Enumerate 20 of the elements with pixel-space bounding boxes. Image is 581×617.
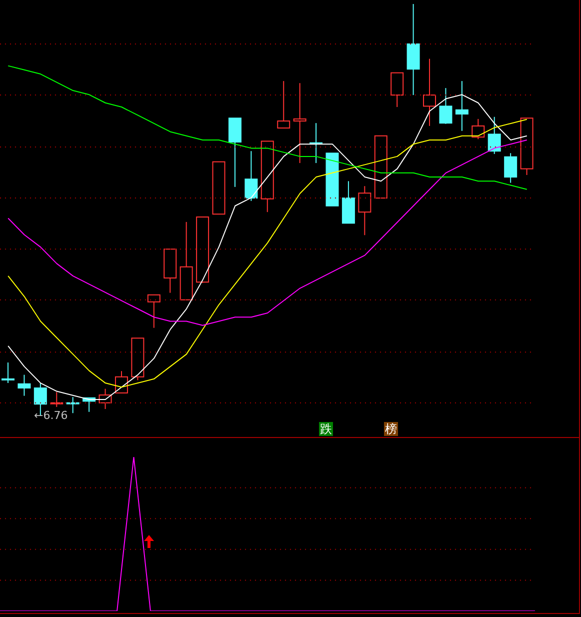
candlestick [439, 88, 452, 124]
candlestick [147, 294, 160, 328]
annotation: ←6.76 [34, 409, 68, 423]
candlestick [228, 118, 242, 188]
candlestick [455, 80, 468, 132]
candlestick [293, 82, 306, 164]
candlestick [472, 118, 485, 140]
candlestick [2, 362, 14, 384]
candlestick [488, 116, 501, 154]
text: 跌 [319, 422, 333, 436]
candlestick [18, 374, 31, 396]
text: 榜 [384, 422, 398, 436]
candlestick [423, 58, 436, 126]
candlestick [504, 152, 518, 184]
candlestick [277, 80, 290, 129]
candlestick [244, 150, 258, 202]
candlestick [358, 186, 372, 236]
candlestick [50, 392, 64, 408]
candlestick [66, 396, 80, 414]
candlestick [390, 72, 404, 108]
